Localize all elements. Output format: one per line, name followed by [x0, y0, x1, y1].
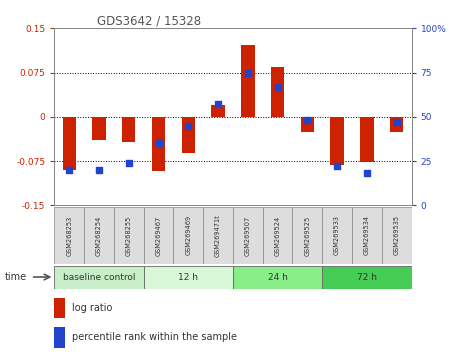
Bar	[352, 207, 382, 264]
Text: GSM269471t: GSM269471t	[215, 214, 221, 257]
Text: GSM268255: GSM268255	[126, 215, 132, 256]
Text: percentile rank within the sample: percentile rank within the sample	[72, 332, 237, 342]
Bar	[292, 207, 322, 264]
Bar	[122, 117, 135, 142]
Text: GDS3642 / 15328: GDS3642 / 15328	[97, 14, 201, 27]
Text: GSM269524: GSM269524	[275, 215, 280, 256]
Bar	[54, 207, 84, 264]
Bar	[263, 207, 292, 264]
Text: time: time	[5, 272, 27, 282]
Point	[155, 141, 162, 146]
Bar	[390, 117, 403, 132]
Bar	[54, 266, 144, 289]
Bar	[54, 327, 65, 348]
Bar	[322, 207, 352, 264]
Point	[95, 167, 103, 173]
Bar	[301, 117, 314, 132]
Text: GSM269533: GSM269533	[334, 216, 340, 255]
Text: baseline control: baseline control	[63, 273, 135, 281]
Point	[244, 70, 252, 75]
Bar	[144, 266, 233, 289]
Bar	[322, 266, 412, 289]
Bar	[92, 117, 106, 141]
Bar	[211, 105, 225, 117]
Text: GSM269469: GSM269469	[185, 215, 191, 256]
Text: 24 h: 24 h	[268, 273, 288, 281]
Point	[274, 84, 281, 90]
Text: log ratio: log ratio	[72, 303, 113, 313]
Bar	[271, 67, 284, 117]
Bar	[233, 207, 263, 264]
Bar	[182, 117, 195, 153]
Bar	[152, 117, 165, 171]
Bar	[54, 298, 65, 318]
Text: GSM268253: GSM268253	[66, 215, 72, 256]
Bar	[62, 117, 76, 170]
Point	[125, 160, 132, 166]
Text: 12 h: 12 h	[178, 273, 198, 281]
Point	[333, 164, 341, 169]
Bar	[233, 266, 322, 289]
Bar	[360, 117, 374, 162]
Point	[184, 123, 192, 129]
Bar	[114, 207, 144, 264]
Bar	[241, 45, 254, 117]
Text: 72 h: 72 h	[357, 273, 377, 281]
Text: GSM269467: GSM269467	[156, 215, 162, 256]
Bar	[144, 207, 174, 264]
Text: GSM269507: GSM269507	[245, 215, 251, 256]
Bar	[84, 207, 114, 264]
Text: GSM269525: GSM269525	[304, 215, 310, 256]
Text: GSM269535: GSM269535	[394, 215, 400, 256]
Point	[304, 118, 311, 123]
Text: GSM269534: GSM269534	[364, 215, 370, 256]
Bar	[174, 207, 203, 264]
Point	[363, 171, 371, 176]
Point	[393, 119, 401, 125]
Text: GSM268254: GSM268254	[96, 215, 102, 256]
Bar	[331, 117, 344, 165]
Point	[65, 167, 73, 173]
Bar	[203, 207, 233, 264]
Point	[214, 102, 222, 107]
Bar	[382, 207, 412, 264]
